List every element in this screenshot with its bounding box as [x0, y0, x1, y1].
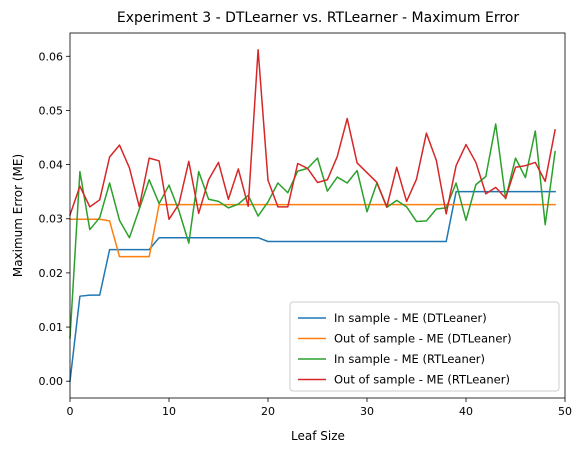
legend-label: Out of sample - ME (DTLeaner) [334, 332, 512, 346]
legend: In sample - ME (DTLeaner) Out of sample -… [289, 301, 560, 392]
legend-label: In sample - ME (RTLeaner) [334, 352, 485, 366]
y-tick-label: 0.05 [39, 104, 64, 117]
y-tick-label: 0.06 [39, 50, 64, 63]
x-tick-label: 0 [67, 405, 74, 418]
series-line-2 [69, 123, 556, 339]
y-tick-label: 0.00 [39, 375, 64, 388]
x-tick-label: 10 [162, 405, 176, 418]
series-line-1 [69, 203, 556, 258]
y-tick-label: 0.03 [39, 213, 64, 226]
y-axis-label: Maximum Error (ME) [11, 154, 25, 277]
y-axis: 0.00 0.01 0.02 0.03 0.04 0.05 0.06 [39, 50, 70, 388]
y-tick-label: 0.02 [39, 267, 64, 280]
x-tick-label: 30 [360, 405, 374, 418]
x-tick-label: 50 [558, 405, 572, 418]
x-tick-label: 40 [459, 405, 473, 418]
y-tick-label: 0.01 [39, 321, 64, 334]
chart-title: Experiment 3 - DTLearner vs. RTLearner -… [117, 10, 519, 26]
series-line-3 [69, 49, 556, 221]
x-axis: 0 10 20 30 40 50 [67, 398, 572, 418]
y-tick-label: 0.04 [39, 159, 64, 172]
x-tick-label: 20 [261, 405, 275, 418]
x-axis-label: Leaf Size [291, 429, 345, 443]
legend-label: Out of sample - ME (RTLeaner) [334, 373, 510, 387]
plot-frame [69, 32, 566, 399]
legend-box [289, 301, 560, 392]
series-layer [69, 49, 556, 383]
legend-label: In sample - ME (DTLeaner) [334, 311, 487, 325]
